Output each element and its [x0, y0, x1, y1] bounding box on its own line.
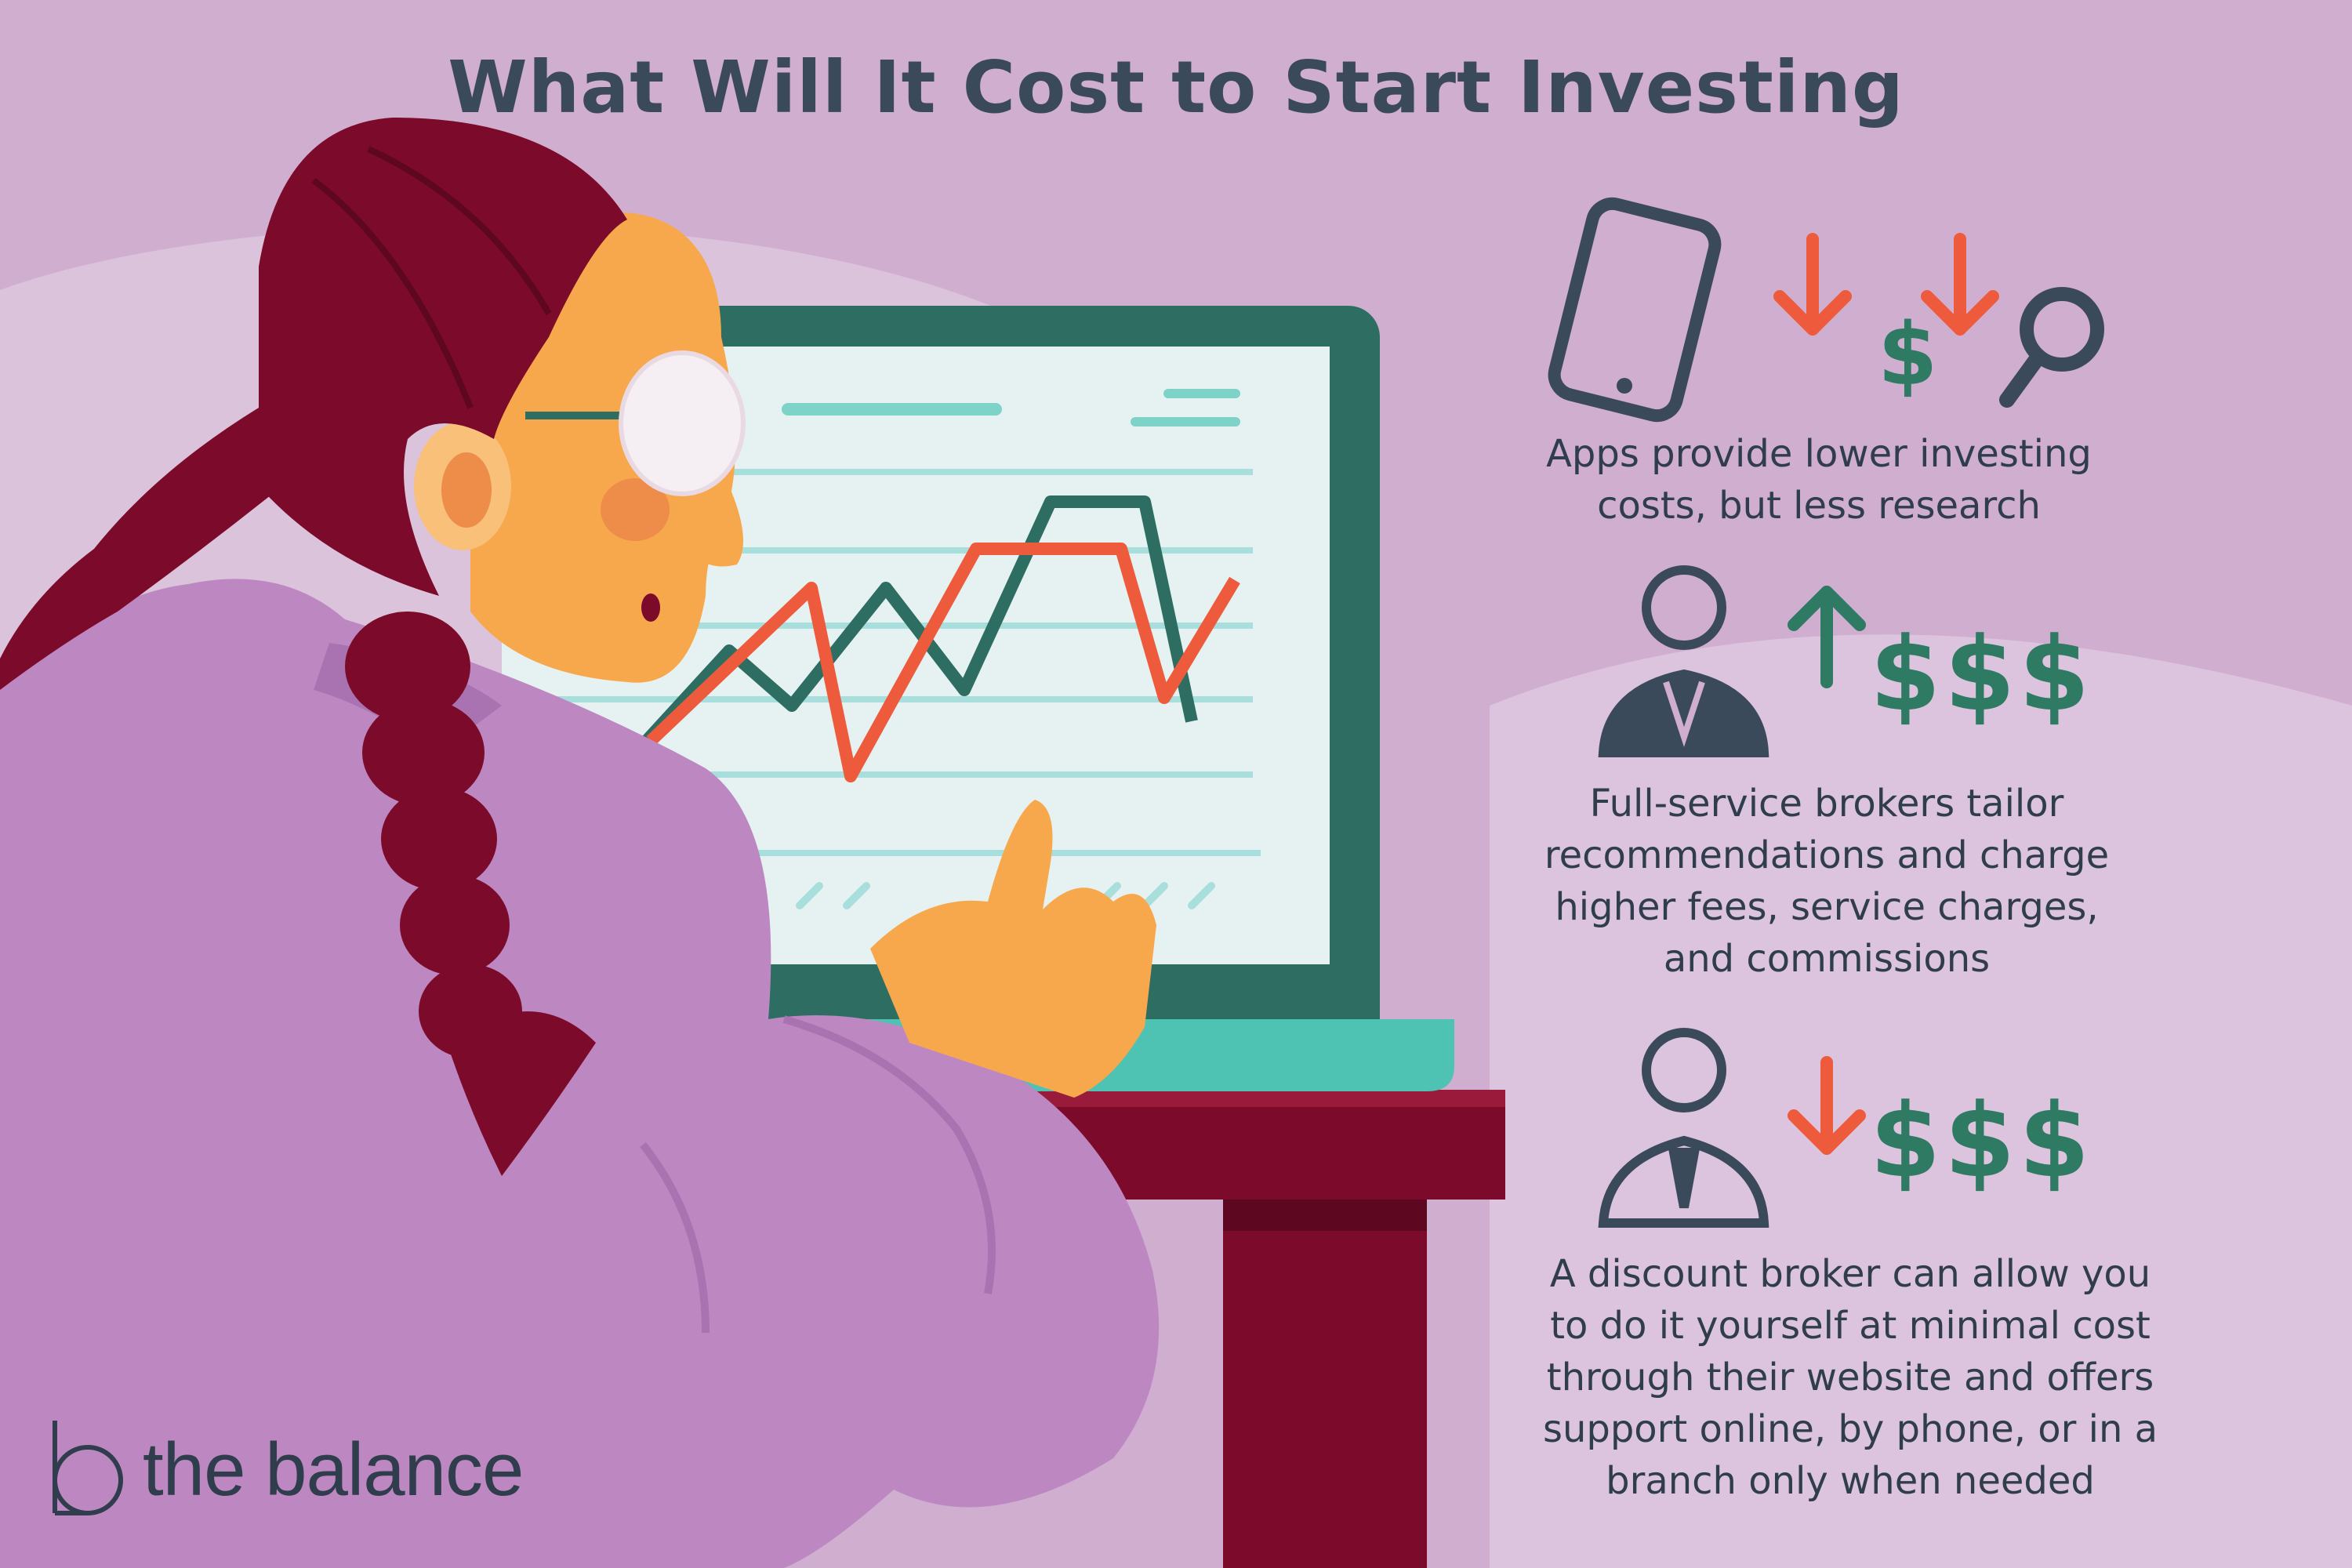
full-service-caption: Full-service brokers tailor recommendati…	[1474, 778, 2180, 985]
dollar-icon: $	[1870, 615, 1940, 734]
caption-line: costs, but less research	[1597, 484, 2041, 528]
dollar-icon: $	[1870, 1081, 1940, 1200]
arrow-down-icon	[1773, 233, 1852, 336]
arrow-down-icon	[1921, 233, 1999, 336]
dollar-icon: $	[2019, 1081, 2089, 1200]
woman-illustration	[0, 118, 1160, 1568]
arrow-down-icon	[1788, 1056, 1866, 1155]
dollar-icon: $	[1944, 615, 2015, 734]
discount-broker-caption: A discount broker can allow you to do it…	[1474, 1248, 2227, 1507]
background-right-wave-shape	[1490, 634, 2352, 1568]
caption-line: to do it yourself at minimal cost	[1550, 1304, 2151, 1348]
logo-wordmark: the balance	[143, 1428, 524, 1512]
magnifier-icon	[1999, 287, 2104, 408]
broker-shirt-icon	[1598, 1028, 1769, 1228]
dollar-icon: $	[1878, 304, 1938, 405]
caption-line: support online, by phone, or in a	[1542, 1407, 2158, 1451]
dollar-icon: $	[2019, 615, 2089, 734]
caption-line: branch only when needed	[1606, 1459, 2095, 1503]
arrow-up-icon	[1788, 586, 1866, 688]
dollar-icon: $	[1944, 1081, 2015, 1200]
caption-line: through their website and offers	[1546, 1356, 2154, 1399]
smartphone-icon	[1548, 197, 1722, 423]
caption-line: Apps provide lower investing	[1546, 432, 2092, 476]
broker-suit-icon	[1598, 565, 1769, 757]
caption-line: A discount broker can allow you	[1549, 1252, 2151, 1296]
caption-line: and commissions	[1663, 937, 1991, 981]
page-title: What Will It Cost to Start Investing	[448, 45, 1904, 129]
the-balance-logo-icon	[53, 1421, 123, 1515]
caption-line: higher fees, service charges,	[1555, 885, 2099, 929]
caption-line: recommendations and charge	[1544, 833, 2110, 877]
caption-line: Full-service brokers tailor	[1589, 782, 2064, 826]
apps-caption: Apps provide lower investing costs, but …	[1474, 428, 2164, 532]
